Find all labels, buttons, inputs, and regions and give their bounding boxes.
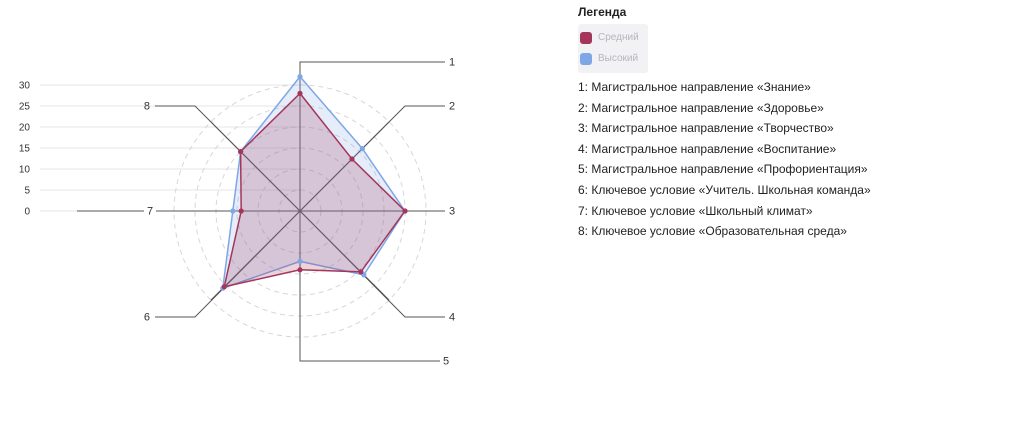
y-tick-label: 15: [19, 144, 31, 155]
data-point-s2-5: [297, 258, 303, 264]
data-point-s2-1: [297, 74, 303, 80]
axis-description-7: 7: Ключевое условие «Школьный климат»: [578, 203, 813, 218]
axis-label-7: 7: [147, 206, 153, 218]
axis-label-2: 2: [449, 101, 455, 113]
data-point-s2-2: [359, 146, 365, 152]
axis-description-5: 5: Магистральное направление «Профориент…: [578, 162, 868, 177]
radar-svg: 0 5 10 15 20 25 30 1 2 3 4 5 6 7 8: [19, 57, 455, 368]
y-tick-label: 20: [19, 123, 31, 134]
data-point-s2-7: [230, 208, 236, 214]
axis-leader-line: [155, 210, 301, 318]
axis-label-1: 1: [449, 57, 455, 69]
axis-label-5: 5: [443, 356, 449, 368]
legend-title: Легенда: [578, 5, 627, 19]
data-point-s1-3: [402, 208, 408, 214]
data-point-s1-5: [297, 267, 303, 273]
axis-description-4: 4: Магистральное направление «Воспитание…: [578, 141, 837, 156]
axis-leader-line: [299, 210, 445, 318]
legend-swatch-series-2: [580, 52, 592, 65]
y-tick-label: 25: [19, 102, 31, 113]
y-tick-label: 5: [24, 186, 30, 197]
legend-series-name: Высокий: [598, 53, 639, 64]
legend-series-box: Средний Высокий: [578, 24, 648, 73]
y-tick-label: 0: [24, 207, 30, 218]
axis-label-4: 4: [449, 312, 455, 324]
y-tick-label: 30: [19, 81, 31, 92]
radar-chart: 0 5 10 15 20 25 30 1 2 3 4 5 6 7 8: [19, 57, 455, 368]
axis-label-6: 6: [144, 312, 150, 324]
axis-leader-line: [299, 105, 445, 212]
axis-label-3: 3: [449, 206, 455, 218]
axis-leader-line: [299, 61, 445, 211]
axis-description-6: 6: Ключевое условие «Учитель. Школьная к…: [578, 182, 871, 197]
axis-description-2: 2: Магистральное направление «Здоровье»: [578, 100, 824, 115]
axis-description-1: 1: Магистральное направление «Знание»: [578, 80, 811, 94]
legend-panel: Легенда Средний Высокий 1: Магистральное…: [578, 5, 1018, 242]
legend-entry-series-2[interactable]: Высокий: [580, 48, 639, 69]
data-point-s1-7: [238, 208, 244, 214]
legend-entry-series-1[interactable]: Средний: [580, 27, 639, 48]
axis-description-list: 1: Магистральное направление «Знание» 2:…: [578, 77, 1018, 242]
axis-leader-line: [155, 105, 301, 212]
data-point-s1-6: [221, 284, 227, 290]
legend-swatch-series-1: [580, 31, 592, 44]
axis-description-3: 3: Магистральное направление «Творчество…: [578, 121, 834, 136]
axis-label-8: 8: [144, 101, 150, 113]
series-area-1: [223, 92, 406, 288]
data-point-s1-1: [297, 90, 303, 96]
data-point-s1-8: [238, 149, 244, 155]
axis-description-8: 8: Ключевое условие «Образовательная сре…: [578, 224, 847, 239]
legend-series-name: Средний: [598, 32, 639, 43]
y-tick-label: 10: [19, 165, 31, 176]
data-point-s1-4: [358, 269, 364, 275]
data-point-s1-2: [349, 156, 355, 162]
axis-label-bg: [144, 205, 156, 217]
